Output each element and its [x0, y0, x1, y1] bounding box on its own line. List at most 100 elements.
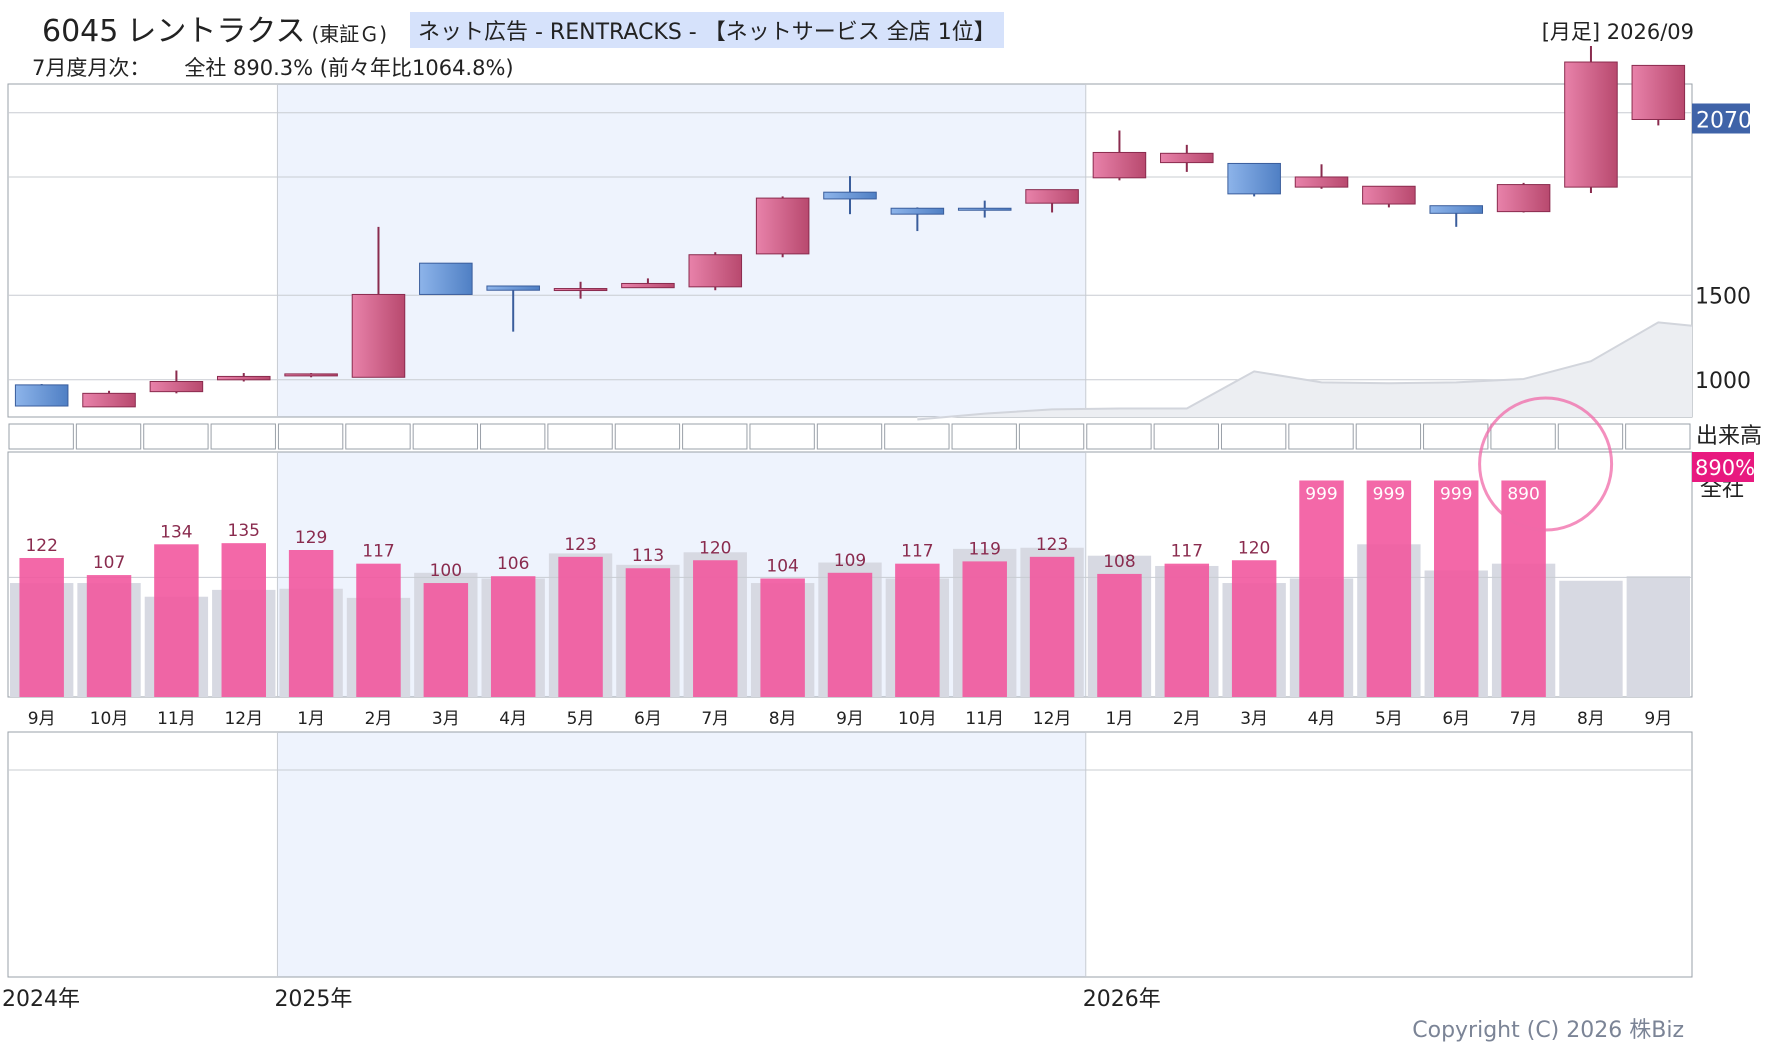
month-label: 5月	[567, 709, 595, 729]
monthly-bar-label: 117	[362, 542, 394, 562]
monthly-label: 7月度月次：	[32, 56, 151, 80]
monthly-bar	[693, 560, 738, 697]
monthly-bar	[1501, 480, 1546, 697]
monthly-bar-label: 107	[93, 553, 125, 573]
month-label: 6月	[1442, 709, 1470, 729]
candle-body	[553, 288, 608, 292]
monthly-bar-label: 119	[968, 539, 1000, 559]
month-label: 4月	[499, 709, 527, 729]
moving-average-area	[917, 322, 1692, 420]
price-panel-frame	[7, 83, 1693, 418]
monthly-bar-label: 999	[1440, 484, 1472, 504]
month-label: 1月	[1106, 709, 1134, 729]
year-2025-shade	[277, 732, 1086, 977]
monthly-bar-label: 129	[295, 528, 327, 548]
volume-title: 出来高	[1696, 424, 1762, 449]
candle-body	[890, 207, 945, 215]
month-label: 5月	[1375, 709, 1403, 729]
price-tick-label: 1000	[1695, 369, 1751, 394]
candle-body	[149, 381, 204, 393]
stock-code: 6045	[42, 14, 119, 49]
strip-box	[682, 423, 748, 450]
strip-box	[816, 423, 883, 450]
volume-bar	[1626, 576, 1690, 697]
strip-box	[345, 423, 411, 450]
monthly-bar-label: 106	[497, 554, 529, 574]
candle-body	[1227, 162, 1281, 195]
month-label: 7月	[701, 709, 729, 729]
strip-box	[1220, 423, 1287, 450]
monthly-bar-label: 999	[1305, 484, 1337, 504]
monthly-bar	[288, 550, 334, 697]
monthly-bar-label: 100	[430, 561, 462, 581]
month-label: 12月	[1033, 709, 1072, 729]
page-title: 6045 レントラクス (東証Ｇ)	[42, 6, 387, 50]
copyright: Copyright (C) 2026 株Biz	[1412, 1018, 1684, 1043]
month-label: 6月	[634, 709, 662, 729]
monthly-bar-label: 123	[564, 535, 596, 555]
candle-body	[1564, 61, 1618, 188]
strip-box	[1288, 423, 1354, 450]
monthly-bar-label: 117	[1171, 542, 1203, 562]
year-2025-shade	[277, 452, 1086, 697]
month-label: 10月	[898, 709, 937, 729]
monthly-bar	[962, 561, 1007, 697]
month-label: 3月	[432, 709, 460, 729]
candle-body	[1429, 205, 1484, 214]
month-label: 9月	[1644, 709, 1672, 729]
exchange-label: (東証Ｇ)	[311, 22, 388, 46]
candle-body	[957, 207, 1012, 211]
strip-box	[1423, 423, 1489, 450]
month-label: 11月	[157, 709, 196, 729]
monthly-bar-label: 108	[1103, 552, 1135, 572]
period-label: [月足] 2026/09	[1541, 20, 1694, 44]
month-label: 9月	[836, 709, 864, 729]
monthly-bar-label: 117	[901, 542, 933, 562]
candle-body	[1496, 184, 1551, 213]
strip-box	[277, 423, 344, 450]
monthly-bar-label: 120	[1238, 538, 1270, 558]
candle-body	[621, 282, 675, 289]
monthly-bar-label: 109	[834, 551, 866, 571]
strip-box	[75, 423, 142, 450]
price-tick-label: 1500	[1695, 284, 1751, 309]
strip-box	[1153, 423, 1219, 450]
month-label: 3月	[1240, 709, 1268, 729]
monthly-summary: 7月度月次： 全社 890.3% (前々年比1064.8%)	[32, 52, 514, 82]
candle-body	[82, 392, 136, 408]
monthly-bar	[423, 583, 469, 697]
strip-box	[1018, 423, 1085, 450]
candle-body	[216, 375, 271, 381]
year-label: 2025年	[274, 987, 352, 1012]
month-label: 12月	[224, 709, 263, 729]
monthly-bar-label: 999	[1373, 484, 1405, 504]
monthly-bar	[760, 578, 805, 697]
candle-body	[1092, 151, 1147, 179]
monthly-bar	[1097, 573, 1142, 697]
monthly-bar-label: 120	[699, 538, 731, 558]
volume-bar	[1559, 580, 1623, 697]
candle-body	[1160, 152, 1214, 164]
monthly-bar	[625, 568, 671, 697]
candle-body	[351, 293, 406, 378]
monthly-bar-label: 113	[632, 546, 664, 566]
monthly-bar	[1366, 480, 1412, 697]
monthly-bar	[86, 575, 132, 697]
monthly-bar	[1029, 556, 1075, 697]
candle-body	[284, 373, 338, 377]
monthly-bar	[1434, 480, 1479, 697]
monthly-badge-label: 890%	[1695, 456, 1755, 480]
year-2025-shade	[277, 84, 1086, 417]
monthly-bar-label: 122	[25, 536, 57, 556]
month-label: 7月	[1510, 709, 1538, 729]
strip-box	[480, 423, 546, 450]
highlight-circle	[1478, 396, 1614, 532]
monthly-bar	[356, 563, 401, 697]
monthly-value: 全社 890.3% (前々年比1064.8%)	[184, 56, 514, 80]
monthly-bar	[490, 576, 536, 697]
monthly-bar	[221, 543, 266, 697]
monthly-bar	[1231, 560, 1277, 697]
monthly-bar-label: 104	[766, 556, 798, 576]
strip-box	[1355, 423, 1422, 450]
